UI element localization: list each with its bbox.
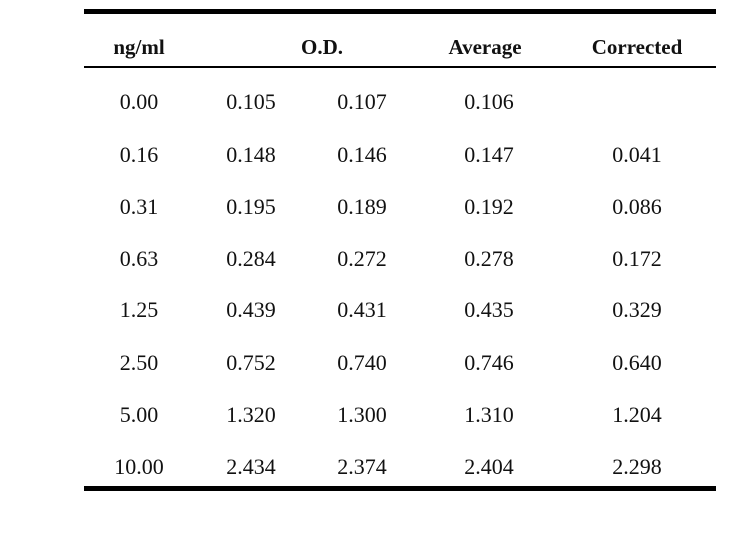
cell-od-2: 0.107 — [337, 89, 387, 114]
header-od: O.D. — [301, 35, 343, 59]
cell-od-1: 0.752 — [226, 350, 276, 375]
table-header-rule — [84, 66, 716, 68]
cell-concentration: 0.63 — [119, 246, 159, 271]
cell-average: 0.106 — [464, 89, 514, 114]
cell-corrected: 1.204 — [612, 402, 662, 427]
table-bottom-rule — [84, 486, 716, 491]
cell-od-2: 0.189 — [337, 194, 387, 219]
cell-concentration: 0.16 — [119, 142, 159, 167]
cell-od-1: 0.148 — [226, 142, 276, 167]
cell-od-2: 0.431 — [337, 297, 387, 322]
cell-corrected: 0.172 — [612, 246, 662, 271]
cell-concentration: 10.00 — [114, 454, 164, 479]
header-concentration: ng/ml — [113, 35, 165, 59]
cell-average: 0.192 — [464, 194, 514, 219]
cell-average: 0.278 — [464, 246, 514, 271]
cell-od-2: 1.300 — [337, 402, 387, 427]
header-corrected: Corrected — [591, 35, 683, 59]
cell-od-1: 0.105 — [226, 89, 276, 114]
cell-od-2: 0.740 — [337, 350, 387, 375]
cell-average: 0.435 — [464, 297, 514, 322]
cell-od-1: 1.320 — [226, 402, 276, 427]
cell-average: 0.746 — [464, 350, 514, 375]
cell-concentration: 5.00 — [119, 402, 159, 427]
cell-od-2: 2.374 — [337, 454, 387, 479]
cell-concentration: 1.25 — [119, 297, 159, 322]
cell-concentration: 2.50 — [119, 350, 159, 375]
cell-od-1: 2.434 — [226, 454, 276, 479]
header-average: Average — [448, 35, 522, 59]
cell-concentration: 0.31 — [119, 194, 159, 219]
cell-od-2: 0.272 — [337, 246, 387, 271]
cell-corrected: 2.298 — [612, 454, 662, 479]
cell-od-1: 0.195 — [226, 194, 276, 219]
cell-corrected: 0.329 — [612, 297, 662, 322]
cell-od-1: 0.284 — [226, 246, 276, 271]
cell-od-1: 0.439 — [226, 297, 276, 322]
cell-od-2: 0.146 — [337, 142, 387, 167]
cell-corrected: 0.640 — [612, 350, 662, 375]
cell-corrected: 0.086 — [612, 194, 662, 219]
cell-corrected: 0.041 — [612, 142, 662, 167]
table-top-rule — [84, 9, 716, 14]
cell-average: 0.147 — [464, 142, 514, 167]
cell-average: 2.404 — [464, 454, 514, 479]
cell-concentration: 0.00 — [119, 89, 159, 114]
cell-average: 1.310 — [464, 402, 514, 427]
